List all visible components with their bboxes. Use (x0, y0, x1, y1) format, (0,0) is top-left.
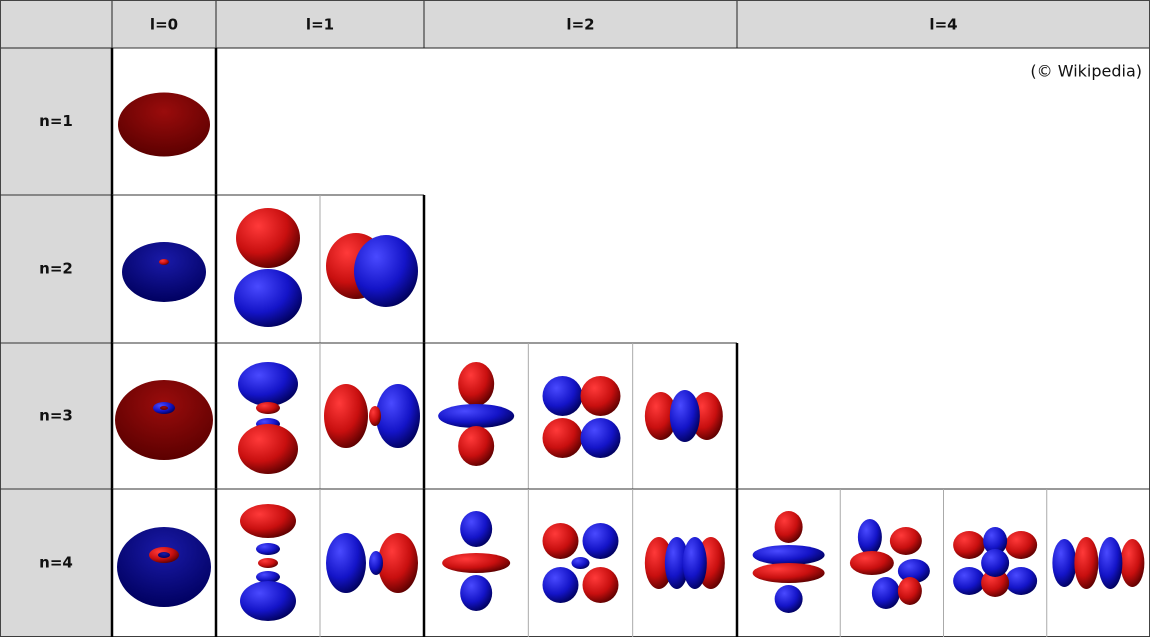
orbital-lobe (580, 376, 621, 416)
orbital-lobe (644, 392, 677, 440)
orbital-lobe (580, 418, 621, 458)
orbital-lobe (236, 208, 300, 268)
orbital-lobe (1120, 539, 1145, 587)
orbital-lobe (354, 235, 418, 307)
orbital-lobe (542, 567, 579, 603)
orbital-lobe (1052, 539, 1077, 587)
orbital-lobe (857, 519, 882, 555)
orbital-lobe (258, 558, 278, 568)
orbital-lobe (256, 402, 280, 414)
orbital-lobe (1074, 537, 1099, 589)
column-header: l=1 (306, 16, 334, 34)
orbital-lobe (369, 406, 381, 426)
orbital-lobe (774, 585, 803, 613)
orbital-lobe (115, 380, 213, 460)
orbital-lobe (690, 392, 723, 440)
orbital-lobe (458, 362, 495, 406)
orbital-lobe (324, 384, 368, 448)
orbital-lobe (582, 567, 619, 603)
orbital-lobe (664, 537, 689, 589)
orbital-lobe (682, 537, 707, 589)
column-header: l=2 (566, 16, 594, 34)
orbital-lobe (981, 569, 1010, 597)
header-bg (0, 0, 1150, 48)
column-header: l=4 (929, 16, 957, 34)
credit: (© Wikipedia) (1030, 62, 1142, 81)
orbital-lobe (542, 418, 583, 458)
orbital-lobe (897, 559, 930, 583)
orbital-lobe (983, 527, 1008, 555)
column-header: l=0 (150, 16, 178, 34)
row-header: n=1 (39, 112, 73, 130)
orbital-lobe (326, 533, 366, 593)
orbital-lobe (376, 384, 420, 448)
orbital-lobe (571, 557, 590, 569)
orbital-lobe (118, 92, 210, 157)
orbital-lobe (240, 504, 296, 538)
orbital-lobe (238, 362, 298, 406)
orbital-lobe (871, 577, 900, 609)
orbital-lobe (669, 390, 700, 442)
orbital-lobe (953, 567, 986, 595)
orbital-lobe (460, 511, 493, 547)
row-header: n=3 (39, 407, 73, 425)
orbital-lobe (158, 552, 170, 558)
orbital-lobe (1005, 567, 1038, 595)
orbital-lobe (159, 259, 169, 265)
orbital-lobe (256, 543, 280, 555)
orbital-lobe (256, 571, 280, 583)
orbital-lobe (234, 269, 302, 327)
orbital-lobe (1098, 537, 1123, 589)
orbital-lobe (774, 511, 803, 543)
orbital-lobe (582, 523, 619, 559)
orbital-lobe (644, 537, 673, 589)
orbital-lobe (1005, 531, 1038, 559)
orbital-lobe (438, 404, 515, 428)
row-header: n=2 (39, 260, 73, 278)
orbital-lobe (897, 577, 922, 605)
orbital-lobe (442, 553, 511, 573)
orbital-lobe (889, 527, 922, 555)
orbital-lobe (378, 533, 418, 593)
orbital-lobe (117, 527, 211, 607)
orbital-lobe (542, 523, 579, 559)
orbital-lobe (752, 545, 825, 565)
orbital-lobe (953, 531, 986, 559)
orbital-lobe (981, 549, 1010, 577)
orbital-lobe (240, 581, 296, 621)
orbital-lobe (369, 551, 383, 575)
orbital-lobe (849, 551, 894, 575)
orbital-lobe (542, 376, 583, 416)
orbital-lobe (238, 424, 298, 474)
orbital-lobe (752, 563, 825, 583)
row-header: n=4 (39, 554, 73, 572)
orbital-lobe (458, 426, 495, 466)
orbital-lobe (160, 406, 168, 410)
orbital-lobe (122, 242, 206, 302)
orbital-lobe (460, 575, 493, 611)
